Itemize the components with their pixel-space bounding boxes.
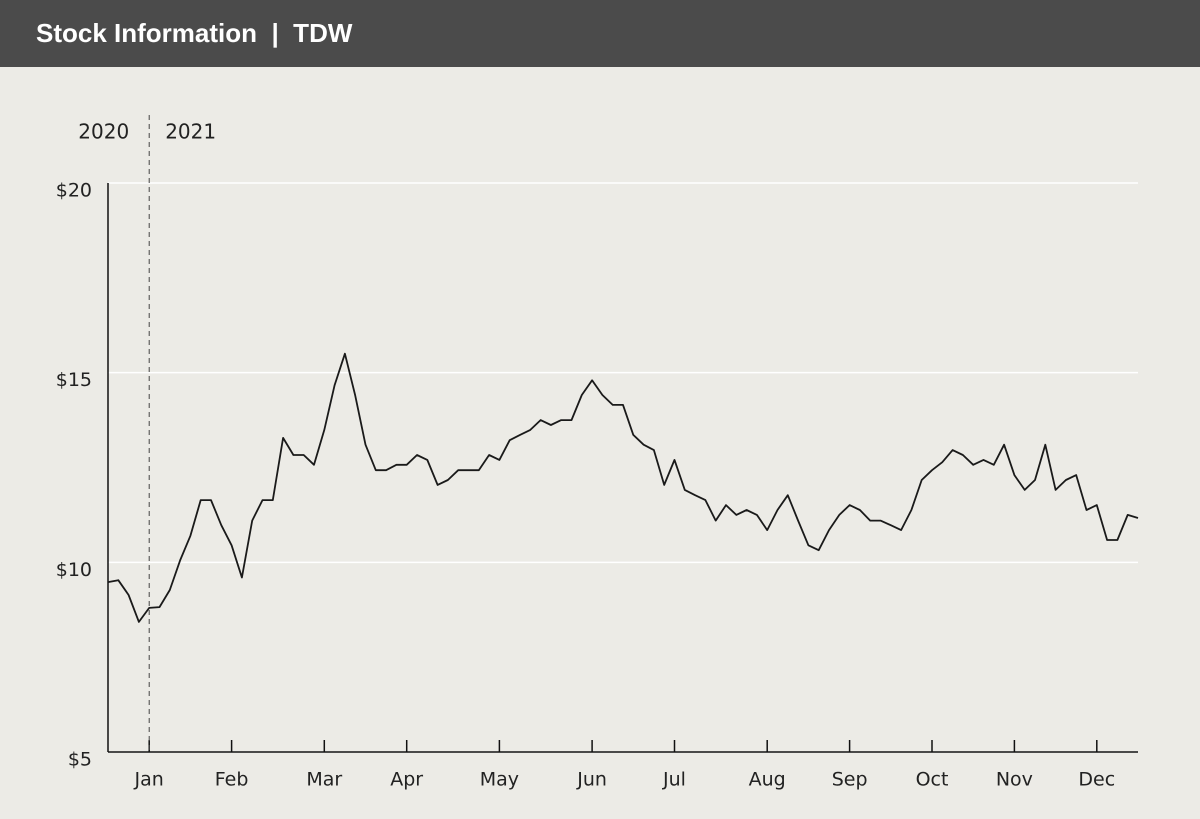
header: Stock Information | TDW bbox=[0, 0, 1200, 67]
y-tick-label: $20 bbox=[56, 180, 92, 202]
x-tick-label: Sep bbox=[832, 769, 868, 791]
x-tick-label: Nov bbox=[996, 769, 1033, 791]
x-tick-label: Jan bbox=[134, 769, 164, 791]
x-tick-label: Jun bbox=[576, 769, 607, 791]
y-tick-label: $5 bbox=[68, 749, 92, 771]
x-tick-label: May bbox=[480, 769, 519, 791]
x-tick-label: Feb bbox=[215, 769, 249, 791]
year-label: 2020 bbox=[78, 120, 129, 144]
x-tick-label: Dec bbox=[1078, 769, 1115, 791]
x-tick-label: Oct bbox=[916, 769, 949, 791]
page-title: Stock Information | TDW bbox=[36, 18, 353, 48]
price-line bbox=[107, 352, 1139, 623]
y-tick-label: $15 bbox=[56, 369, 92, 391]
year-label: 2021 bbox=[165, 120, 216, 144]
x-tick-label: Mar bbox=[306, 769, 342, 791]
y-tick-label: $10 bbox=[56, 559, 92, 581]
x-tick-label: Jul bbox=[662, 769, 686, 791]
x-tick-label: Aug bbox=[749, 769, 786, 791]
x-tick-label: Apr bbox=[390, 769, 423, 791]
